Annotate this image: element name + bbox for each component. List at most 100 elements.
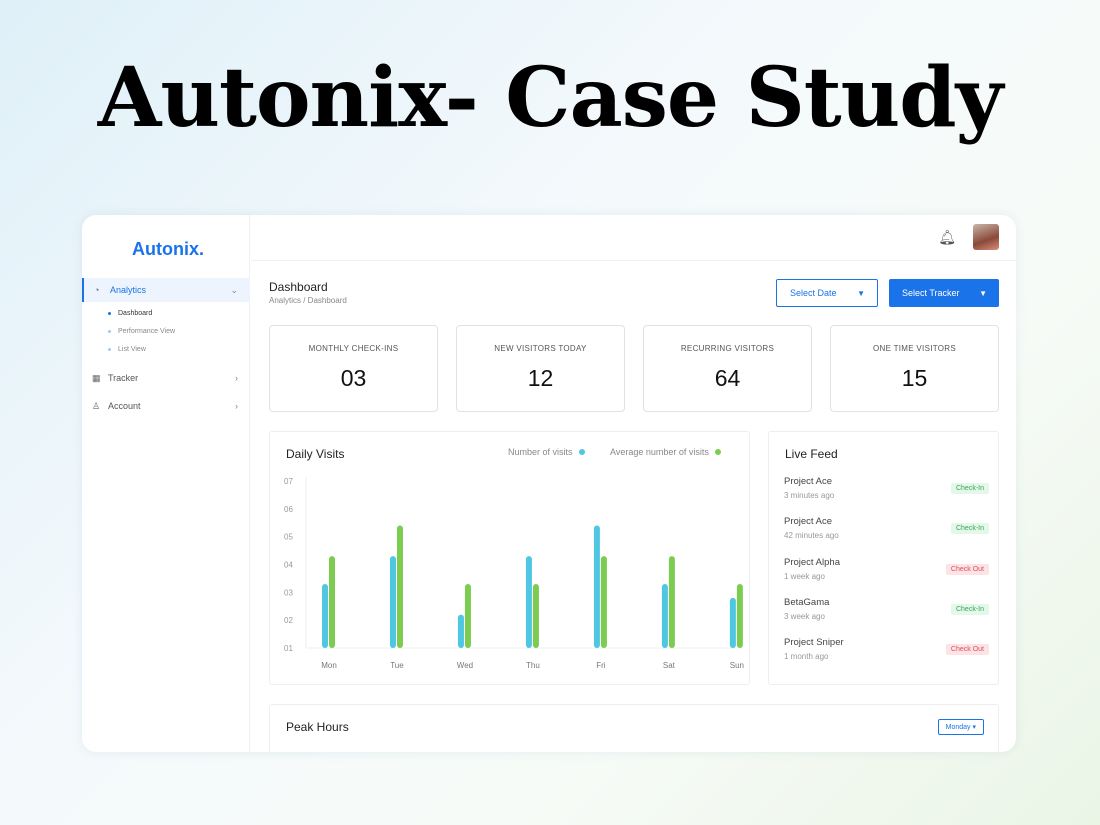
y-tick-label: 03 (284, 588, 293, 597)
daily-visits-chart: 01 02 03 04 05 06 07 Mon Tue Wed Thu Fri Sat Sun (284, 477, 744, 670)
chevron-down-icon: ⌄ (230, 284, 238, 295)
bar-average (464, 583, 471, 648)
page-title: Dashboard (269, 280, 328, 294)
feed-item[interactable]: Project Alpha 1 week ago Check Out (784, 557, 989, 581)
legend-average-visits: Average number of visits (610, 447, 721, 457)
feed-project-name: Project Ace (784, 516, 833, 528)
status-badge: Check-In (950, 483, 989, 494)
legend-number-of-visits: Number of visits (508, 447, 585, 457)
x-tick-label: Tue (390, 661, 404, 670)
select-tracker-label: Select Tracker (902, 288, 960, 298)
daily-visits-panel: Daily Visits Number of visits Average nu… (269, 431, 750, 685)
select-tracker-dropdown[interactable]: Select Tracker ▼ (889, 279, 999, 307)
stat-card-monthly-checkins: MONTHLY CHECK-INS 03 (269, 325, 438, 412)
stat-card-new-visitors: NEW VISITORS TODAY 12 (456, 325, 625, 412)
subitem-label: List View (118, 346, 146, 353)
bar-visits (389, 556, 396, 648)
live-feed-panel: Live Feed Project Ace 3 minutes ago Check-… (768, 431, 999, 685)
sidebar-subitem-list-view[interactable]: List View (108, 346, 146, 353)
stat-value: 12 (527, 365, 554, 391)
stat-card-one-time-visitors: ONE TIME VISITORS 15 (830, 325, 999, 412)
bar-visits (322, 583, 328, 648)
stat-value: 64 (714, 365, 741, 391)
x-tick-label: Wed (457, 661, 473, 670)
sidebar-item-label: Account (108, 401, 141, 411)
select-date-dropdown[interactable]: Select Date ▼ (776, 279, 878, 307)
legend-label: Average number of visits (610, 447, 709, 457)
dashboard-window: Autonix. ◔ Analytics ⌄ Dashboard Perform… (82, 215, 1016, 752)
feed-time: 1 week ago (784, 571, 825, 581)
bell-icon[interactable]: 🔔︎ (938, 229, 956, 245)
day-select-label: Monday (945, 724, 971, 731)
bar-visits (729, 597, 736, 648)
feed-item[interactable]: Project Ace 3 minutes ago Check-In (784, 476, 989, 500)
sidebar-item-account[interactable]: ♙ Account › (82, 394, 250, 418)
caret-down-icon: ▼ (979, 288, 987, 298)
peak-hours-panel: Peak Hours Monday ▾ (269, 704, 999, 752)
stat-value: 03 (340, 365, 367, 391)
chevron-right-icon: › (235, 401, 238, 411)
sidebar-item-analytics[interactable]: ◔ Analytics ⌄ (82, 278, 250, 302)
status-badge: Check Out (945, 644, 989, 656)
y-tick-label: 04 (284, 561, 293, 570)
chevron-right-icon: › (235, 373, 238, 383)
sidebar: Autonix. ◔ Analytics ⌄ Dashboard Perform… (82, 215, 250, 752)
stat-card-recurring-visitors: RECURRING VISITORS 64 (643, 325, 812, 412)
bar-visits (457, 614, 464, 648)
bar-visits (661, 583, 668, 648)
feed-project-name: Project Sniper (784, 637, 844, 649)
feed-time: 3 minutes ago (784, 491, 835, 500)
logo: Autonix. (132, 239, 204, 259)
subitem-label: Dashboard (118, 310, 153, 317)
status-badge: Check-In (950, 603, 989, 615)
stat-label: MONTHLY CHECK-INS (308, 344, 399, 353)
bar-average (600, 556, 607, 648)
caret-down-icon: ▼ (857, 288, 865, 298)
bar-visits (593, 525, 600, 648)
sidebar-item-label: Tracker (108, 373, 139, 383)
breadcrumb: Analytics / Dashboard (269, 296, 347, 305)
sidebar-subitem-performance[interactable]: Performance View (108, 328, 175, 335)
status-badge: Check-In (950, 523, 989, 535)
x-tick-label: Sat (663, 661, 676, 670)
bar-average (736, 583, 743, 648)
feed-project-name: Project Alpha (784, 556, 840, 568)
y-tick-label: 02 (284, 616, 293, 625)
bar-average (396, 525, 403, 648)
bar-average (532, 583, 539, 648)
sidebar-item-label: Analytics (110, 285, 147, 295)
sidebar-subitem-dashboard[interactable]: Dashboard (108, 310, 152, 317)
feed-time: 3 week ago (784, 611, 825, 621)
user-icon: ♙ (92, 400, 101, 411)
bar-average (668, 556, 675, 648)
feed-item[interactable]: BetaGama 3 week ago Check-In (784, 597, 989, 621)
select-date-label: Select Date (790, 288, 837, 298)
top-bar: 🔔︎ (251, 215, 1016, 261)
y-tick-label: 06 (284, 505, 293, 514)
feed-item[interactable]: Project Ace 42 minutes ago Check-In (784, 516, 989, 540)
status-badge: Check Out (945, 563, 989, 575)
feed-item[interactable]: Project Sniper 1 month ago Check Out (784, 637, 989, 661)
case-study-headline: Autonix- Case Study (97, 50, 1004, 146)
x-tick-label: Mon (321, 661, 337, 670)
x-tick-label: Thu (526, 661, 540, 670)
chart-title: Daily Visits (286, 447, 345, 461)
stat-value: 15 (901, 365, 928, 391)
analytics-icon: ◔ (94, 285, 100, 295)
y-tick-label: 01 (284, 644, 293, 653)
avatar[interactable] (973, 224, 999, 250)
qr-icon: ▦ (92, 372, 101, 383)
y-tick-label: 05 (284, 533, 293, 542)
feed-project-name: Project Ace (784, 476, 833, 487)
peak-hours-title: Peak Hours (286, 720, 349, 734)
day-select-dropdown[interactable]: Monday ▾ (937, 719, 984, 735)
stat-label: NEW VISITORS TODAY (494, 344, 587, 353)
stat-label: ONE TIME VISITORS (872, 344, 957, 353)
feed-time: 42 minutes ago (784, 531, 839, 541)
live-feed-title: Live Feed (785, 447, 838, 461)
legend-label: Number of visits (508, 447, 573, 457)
bar-visits (525, 556, 532, 648)
stat-label: RECURRING VISITORS (680, 344, 775, 353)
x-tick-label: Fri (596, 661, 606, 670)
sidebar-item-tracker[interactable]: ▦ Tracker › (82, 366, 250, 390)
